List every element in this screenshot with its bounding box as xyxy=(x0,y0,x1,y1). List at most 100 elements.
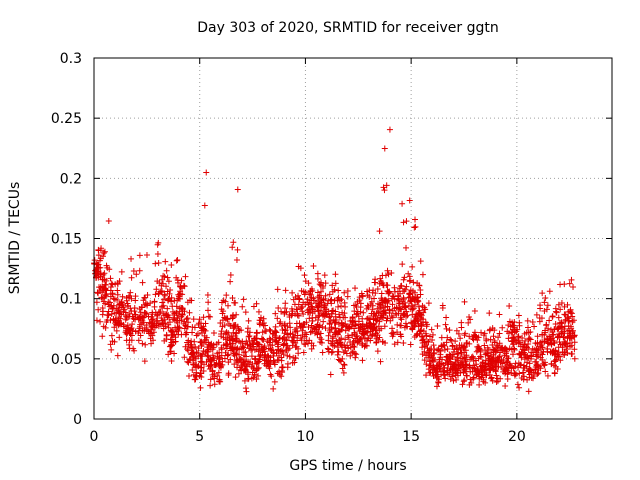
data-point xyxy=(135,330,142,337)
data-point xyxy=(340,369,347,376)
data-point xyxy=(373,310,380,317)
data-point xyxy=(406,290,413,297)
data-point xyxy=(452,359,459,366)
data-point xyxy=(329,338,336,345)
data-point xyxy=(558,324,565,331)
data-point xyxy=(489,364,496,371)
data-point xyxy=(268,347,275,354)
data-point xyxy=(192,343,199,350)
data-point xyxy=(347,352,354,359)
data-point xyxy=(390,293,397,300)
data-point xyxy=(363,342,370,349)
data-point xyxy=(423,372,430,379)
data-point xyxy=(135,337,142,344)
data-point xyxy=(434,347,441,354)
data-point xyxy=(240,344,247,351)
data-point xyxy=(146,319,153,326)
data-point xyxy=(531,323,538,330)
data-point xyxy=(398,282,405,289)
data-point xyxy=(539,290,546,297)
data-point xyxy=(444,346,451,353)
data-point xyxy=(180,320,187,327)
data-point xyxy=(457,335,464,342)
data-point xyxy=(280,341,287,348)
data-point xyxy=(342,344,349,351)
data-point xyxy=(531,373,538,380)
data-point xyxy=(225,302,232,309)
data-point xyxy=(345,325,352,332)
data-point xyxy=(331,297,338,304)
data-point xyxy=(302,301,309,308)
data-point xyxy=(184,358,191,365)
data-point xyxy=(383,317,390,324)
data-point xyxy=(538,315,545,322)
data-point xyxy=(266,326,273,333)
data-point xyxy=(198,364,205,371)
data-point xyxy=(218,328,225,335)
data-point xyxy=(296,296,303,303)
data-point xyxy=(230,239,237,246)
data-point xyxy=(227,272,234,279)
data-point xyxy=(571,346,578,353)
data-point xyxy=(177,284,184,291)
data-point xyxy=(419,340,426,347)
data-point xyxy=(335,327,342,334)
data-point xyxy=(255,372,262,379)
data-point xyxy=(352,285,359,292)
data-point xyxy=(211,373,218,380)
data-point xyxy=(289,310,296,317)
data-point xyxy=(234,246,241,253)
data-point xyxy=(364,292,371,299)
data-point xyxy=(349,321,356,328)
data-point xyxy=(273,329,280,336)
data-point xyxy=(226,334,233,341)
data-point xyxy=(320,318,327,325)
data-point xyxy=(332,271,339,278)
data-point xyxy=(108,280,115,287)
data-point xyxy=(399,200,406,207)
data-point xyxy=(537,339,544,346)
data-point xyxy=(185,347,192,354)
data-point xyxy=(318,288,325,295)
data-point xyxy=(430,355,437,362)
data-point xyxy=(380,282,387,289)
data-point xyxy=(206,341,213,348)
data-point xyxy=(539,331,546,338)
data-point xyxy=(284,352,291,359)
data-point xyxy=(567,309,574,316)
data-point xyxy=(455,361,462,368)
data-point xyxy=(272,310,279,317)
data-point xyxy=(495,358,502,365)
data-point xyxy=(510,334,517,341)
data-point xyxy=(279,364,286,371)
data-point xyxy=(288,337,295,344)
data-point xyxy=(315,316,322,323)
data-point xyxy=(94,261,101,268)
data-point xyxy=(453,327,460,334)
data-point xyxy=(229,315,236,322)
y-tick-label: 0.2 xyxy=(60,171,82,187)
data-point xyxy=(421,357,428,364)
data-point xyxy=(107,275,114,282)
data-point xyxy=(493,378,500,385)
data-point xyxy=(519,369,526,376)
data-point xyxy=(223,292,230,299)
data-point xyxy=(388,269,395,276)
data-point xyxy=(108,332,115,339)
data-point xyxy=(404,323,411,330)
data-point xyxy=(443,314,450,321)
data-point xyxy=(322,325,329,332)
data-point xyxy=(193,332,200,339)
data-point xyxy=(518,354,525,361)
data-point xyxy=(245,375,252,382)
data-point xyxy=(358,324,365,331)
data-point xyxy=(176,291,183,298)
data-point xyxy=(568,276,575,283)
data-point xyxy=(225,320,232,327)
data-point xyxy=(419,271,426,278)
data-point xyxy=(294,312,301,319)
data-point xyxy=(167,286,174,293)
data-point xyxy=(505,335,512,342)
data-point xyxy=(487,365,494,372)
data-point xyxy=(335,287,342,294)
